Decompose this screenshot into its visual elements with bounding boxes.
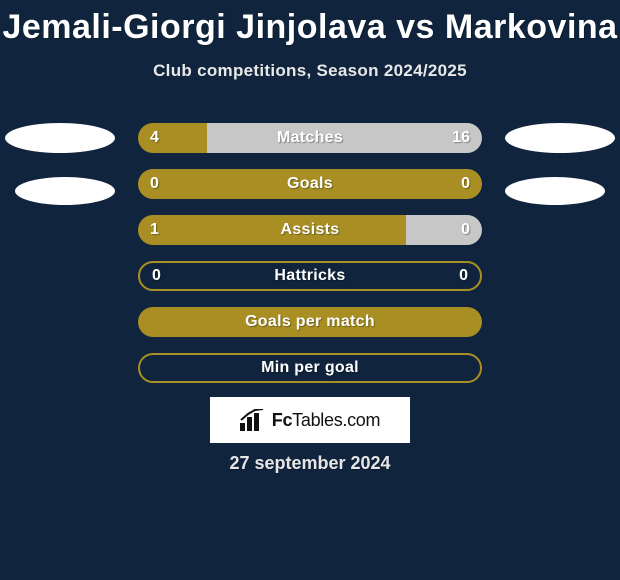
player-right-avatar-placeholder-1 <box>505 123 615 153</box>
logo-text-mid: Tables <box>292 410 342 430</box>
stat-label: Hattricks <box>140 267 480 285</box>
date-text: 27 september 2024 <box>0 453 620 474</box>
bar-chart-icon <box>240 409 266 431</box>
subtitle: Club competitions, Season 2024/2025 <box>0 61 620 81</box>
logo-text: FcTables.com <box>272 410 380 431</box>
logo-text-suffix: .com <box>342 410 380 430</box>
stat-row: 00Goals <box>138 169 482 199</box>
stat-label: Goals per match <box>138 313 482 331</box>
page-title: Jemali-Giorgi Jinjolava vs Markovina <box>0 0 620 47</box>
stat-row: Min per goal <box>138 353 482 383</box>
player-right-avatar-placeholder-2 <box>505 177 605 205</box>
stat-label: Assists <box>138 221 482 239</box>
logo-text-prefix: Fc <box>272 410 292 430</box>
stat-row: 10Assists <box>138 215 482 245</box>
player-left-avatar-placeholder-2 <box>15 177 115 205</box>
stat-row: Goals per match <box>138 307 482 337</box>
fctables-logo: FcTables.com <box>210 397 410 443</box>
stat-row: 00Hattricks <box>138 261 482 291</box>
stat-label: Matches <box>138 129 482 147</box>
stat-row: 416Matches <box>138 123 482 153</box>
comparison-bars: 416Matches 00Goals 10Assists 00Hattricks Goa… <box>138 123 482 399</box>
player-left-avatar-placeholder-1 <box>5 123 115 153</box>
stat-label: Goals <box>138 175 482 193</box>
stat-label: Min per goal <box>140 359 480 377</box>
